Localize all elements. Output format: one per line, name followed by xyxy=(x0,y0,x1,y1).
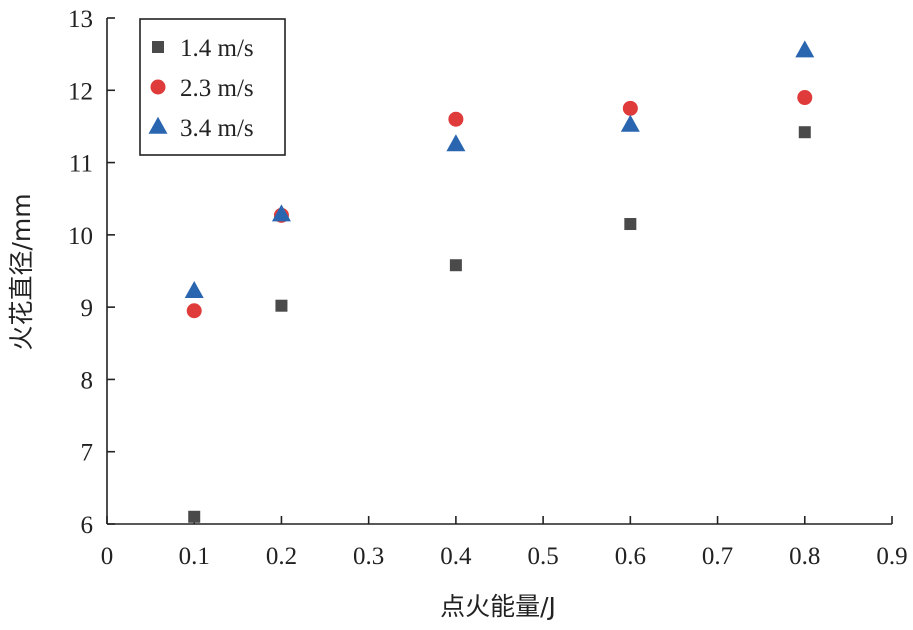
circle-data-point xyxy=(797,90,813,106)
y-tick-label: 10 xyxy=(68,223,93,250)
x-tick-label: 0.3 xyxy=(353,543,384,570)
triangle-data-point xyxy=(795,40,815,58)
triangle-data-point xyxy=(446,134,466,152)
data-points xyxy=(184,40,815,523)
x-tick-label: 0.1 xyxy=(179,543,210,570)
legend: 1.4 m/s 2.3 m/s 3.4 m/s xyxy=(139,18,286,156)
y-tick-label: 7 xyxy=(81,440,94,467)
x-tick-label: 0.7 xyxy=(702,543,733,570)
y-tick-label: 13 xyxy=(68,6,93,33)
legend-label: 2.3 m/s xyxy=(180,75,254,102)
axes xyxy=(106,18,892,525)
x-tick-label: 0.6 xyxy=(615,543,646,570)
legend-label: 1.4 m/s xyxy=(180,35,254,62)
x-tick-label: 0 xyxy=(101,543,114,570)
x-axis-title: 点火能量/J xyxy=(440,592,556,621)
legend-square-marker xyxy=(152,41,164,53)
y-ticks: 6 7 8 9 10 11 12 13 xyxy=(68,6,115,539)
square-data-point xyxy=(275,299,288,312)
x-tick-label: 0.8 xyxy=(789,543,820,570)
triangle-data-point xyxy=(620,114,640,132)
x-tick-label: 0.5 xyxy=(527,543,558,570)
legend-circle-marker xyxy=(150,79,166,95)
square-data-point xyxy=(188,510,201,523)
square-data-point xyxy=(798,126,811,139)
y-tick-label: 11 xyxy=(69,151,93,178)
triangle-data-point xyxy=(271,204,291,222)
x-tick-label: 0.4 xyxy=(440,543,472,570)
x-tick-label: 0.9 xyxy=(876,543,907,570)
circle-data-point xyxy=(622,100,638,116)
y-tick-label: 12 xyxy=(68,78,93,105)
y-tick-label: 6 xyxy=(81,512,94,539)
circle-data-point xyxy=(448,111,464,127)
square-data-point xyxy=(624,218,637,231)
legend-triangle-marker xyxy=(148,116,168,134)
y-axis-title: 火花直径/mm xyxy=(7,193,36,350)
y-tick-label: 8 xyxy=(81,367,94,394)
square-data-point xyxy=(449,259,462,272)
x-tick-label: 0.2 xyxy=(266,543,297,570)
circle-data-point xyxy=(186,303,202,319)
y-tick-label: 9 xyxy=(81,295,94,322)
triangle-data-point xyxy=(184,281,204,299)
legend-label: 3.4 m/s xyxy=(180,115,254,142)
x-ticks: 0 0.1 0.2 0.3 0.4 0.5 0.6 0.7 0.8 0.9 xyxy=(101,516,908,570)
